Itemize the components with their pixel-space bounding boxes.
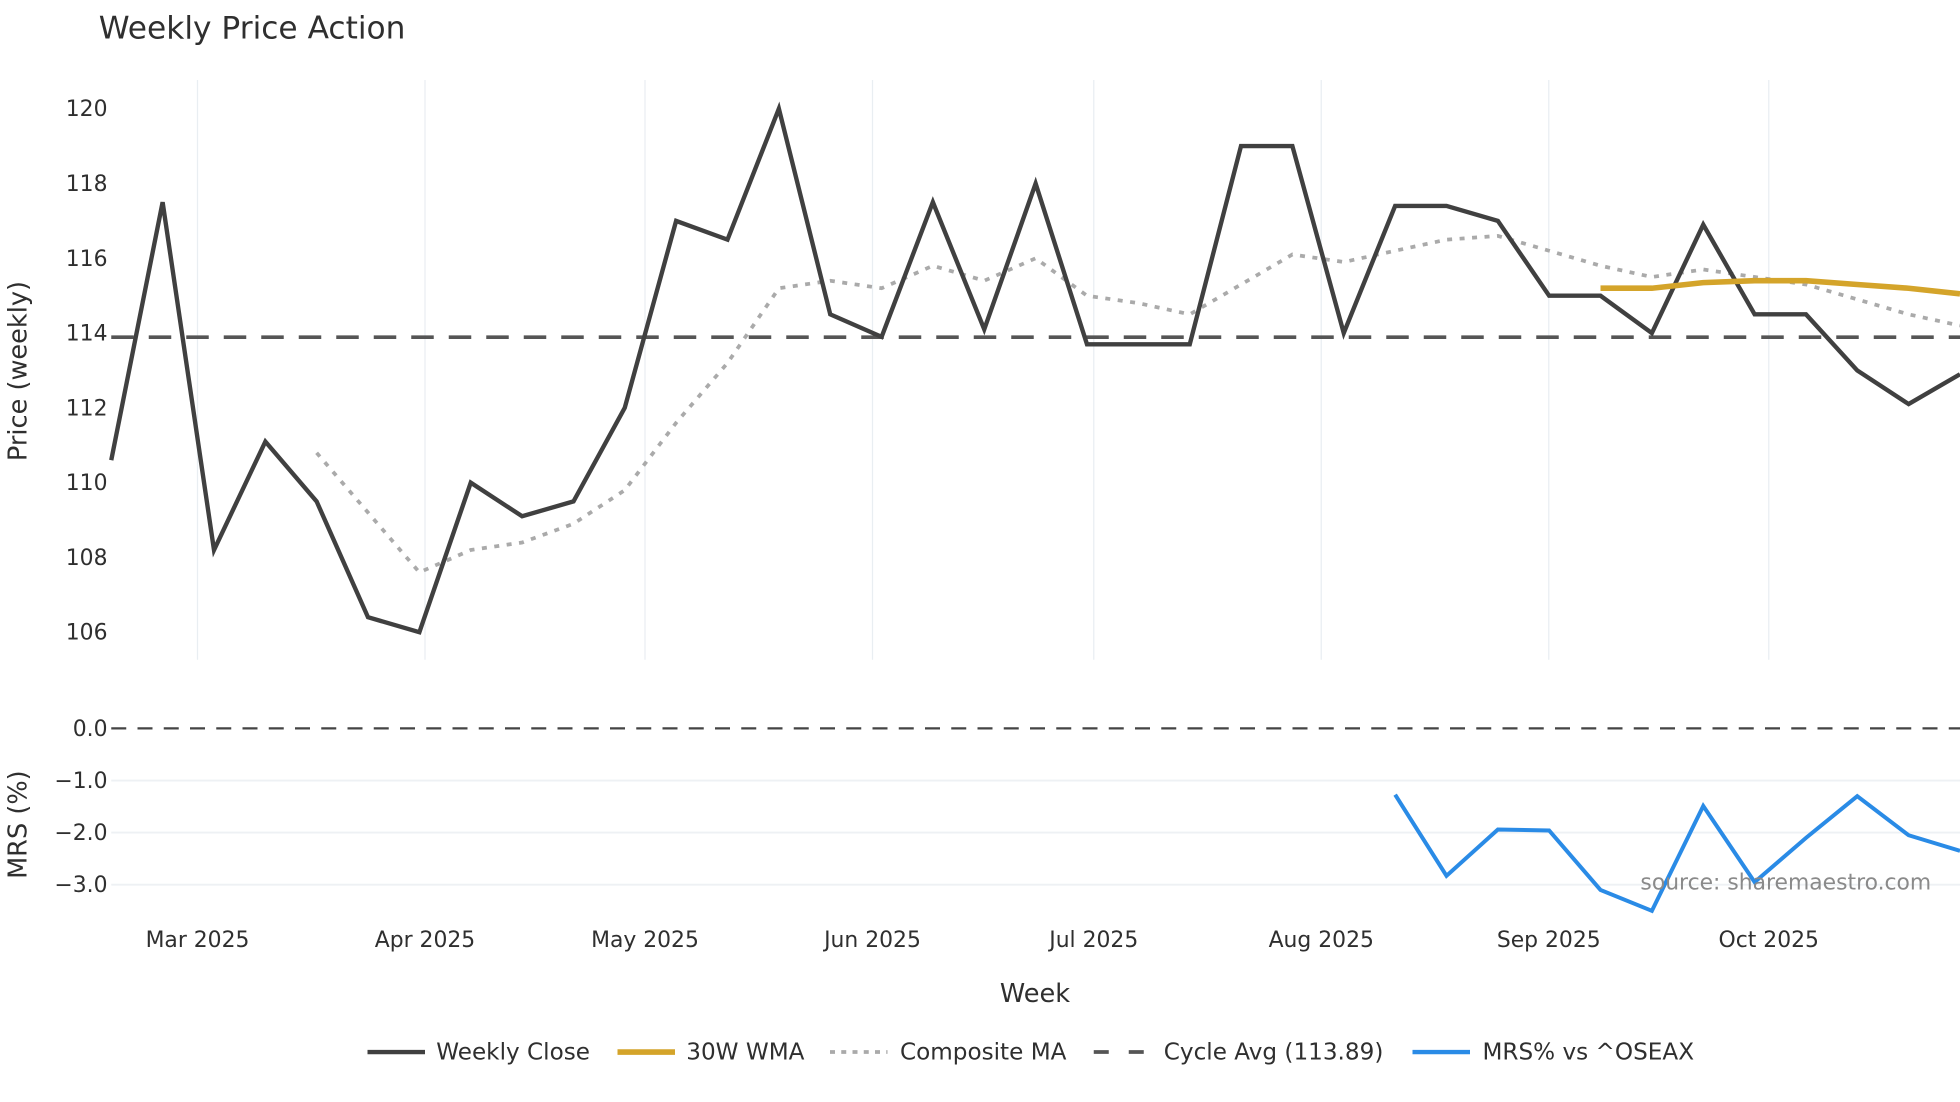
legend: Weekly Close 30W WMA Composite MA Cycle … [367,1040,1695,1066]
x-tick-label: Jul 2025 [1047,928,1138,953]
y-tick-label: 108 [66,546,108,571]
x-tick-label: Sep 2025 [1497,928,1601,953]
x-axis-title: Week [1000,979,1070,1009]
y-tick-label: −1.0 [54,769,107,794]
y-tick-label: 116 [66,247,108,272]
legend-item-mrs[interactable]: MRS% vs ^OSEAX [1412,1040,1695,1066]
x-tick-label: May 2025 [591,928,699,953]
legend-item-cycle-avg[interactable]: Cycle Avg (113.89) [1093,1040,1384,1066]
x-tick-label: Jun 2025 [822,928,921,953]
legend-label: Composite MA [900,1040,1067,1066]
y-tick-label: 110 [66,471,108,496]
legend-label: 30W WMA [686,1040,804,1066]
chart-title: Weekly Price Action [99,11,406,47]
legend-item-weekly-close[interactable]: Weekly Close [367,1040,591,1066]
legend-item-composite-ma[interactable]: Composite MA [830,1040,1067,1066]
legend-label: Weekly Close [436,1040,590,1066]
y-tick-label: 0.0 [73,717,108,742]
bottom-horizontal-gridlines [111,779,1960,886]
top-vertical-gridlines [196,79,1770,660]
bottom-y-axis-ticks: 0.0 −1.0 −2.0 −3.0 [54,717,107,898]
y-tick-label: 120 [66,97,108,122]
y-tick-label: 118 [66,172,108,197]
mrs-line [1393,793,1960,914]
source-watermark: source: sharemaestro.com [1640,871,1931,896]
x-tick-label: Apr 2025 [375,928,475,953]
y-tick-label: 114 [66,322,108,347]
legend-label: Cycle Avg (113.89) [1164,1040,1384,1066]
x-tick-label: Mar 2025 [146,928,250,953]
y-tick-label: −3.0 [54,873,107,898]
weekly-close-line [109,101,1960,635]
y-tick-label: −2.0 [54,821,107,846]
top-y-axis-title: Price (weekly) [3,281,33,461]
legend-label: MRS% vs ^OSEAX [1483,1040,1695,1066]
y-tick-label: 106 [66,621,108,646]
y-tick-label: 112 [66,396,108,421]
legend-item-30w-wma[interactable]: 30W WMA [617,1040,805,1066]
x-axis-ticks: Mar 2025 Apr 2025 May 2025 Jun 2025 Jul 2025… [146,928,1819,953]
composite-ma-line [315,233,1960,575]
x-tick-label: Oct 2025 [1719,928,1819,953]
x-tick-label: Aug 2025 [1269,928,1374,953]
wma-30w-line [1600,277,1960,297]
bottom-y-axis-title: MRS (%) [3,770,33,879]
top-y-axis-ticks: 120 118 116 114 112 110 108 106 [66,97,108,646]
